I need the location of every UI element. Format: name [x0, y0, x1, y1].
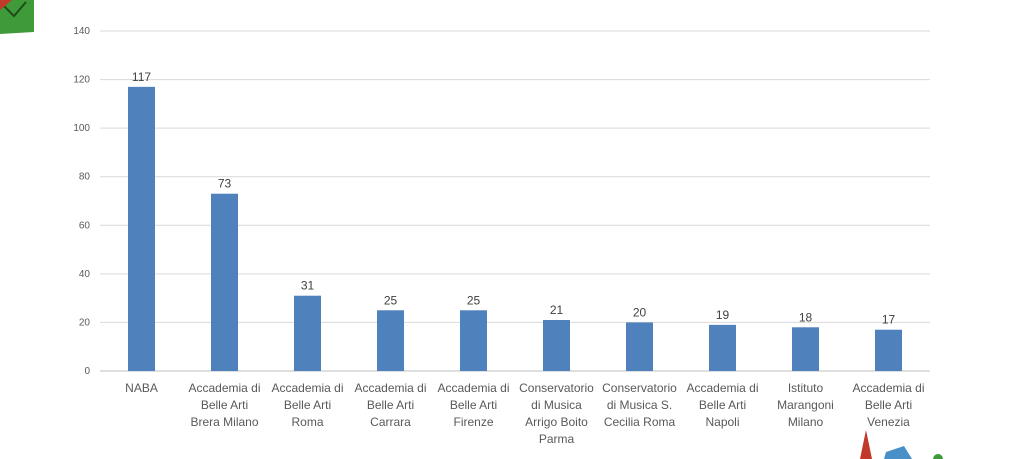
- bar: [460, 310, 487, 371]
- category-label-line: Istituto: [788, 381, 824, 395]
- category-label-line: Marangoni: [777, 398, 834, 412]
- category-label-line: di Musica: [531, 398, 582, 412]
- data-label: 31: [301, 279, 315, 293]
- category-label-line: Belle Arti: [367, 398, 414, 412]
- y-tick-label: 120: [73, 75, 90, 86]
- category-label: Accademia di Belle Arti Venezia: [852, 381, 924, 429]
- category-label-line: Belle Arti: [201, 398, 248, 412]
- category-label-line: Cecilia Roma: [604, 415, 676, 429]
- category-label-line: Accademia di: [437, 381, 509, 395]
- category-label-line: Belle Arti: [699, 398, 746, 412]
- category-label-line: Accademia di: [188, 381, 260, 395]
- y-tick-label: 60: [79, 220, 91, 231]
- category-label-line: Belle Arti: [450, 398, 497, 412]
- category-label-line: Conservatorio: [519, 381, 594, 395]
- data-label: 73: [218, 177, 232, 191]
- category-label-line: Milano: [788, 415, 824, 429]
- category-label-line: Carrara: [370, 415, 411, 429]
- category-label-line: Accademia di: [852, 381, 924, 395]
- y-tick-label: 80: [79, 172, 91, 183]
- data-label: 21: [550, 303, 564, 317]
- category-label-line: Arrigo Boito: [525, 415, 588, 429]
- data-label: 117: [132, 70, 151, 84]
- category-label-line: Accademia di: [686, 381, 758, 395]
- category-label: Accademia di Belle Arti Brera Milano: [188, 381, 260, 429]
- category-label: Istituto Marangoni Milano: [777, 381, 834, 429]
- y-tick-label: 0: [84, 366, 90, 377]
- category-label: Accademia di Belle Arti Roma: [271, 381, 343, 429]
- y-tick-label: 140: [73, 26, 90, 37]
- bar: [543, 320, 570, 371]
- category-label-line: di Musica S.: [607, 398, 672, 412]
- bar: [709, 324, 736, 371]
- gridlines: [100, 30, 930, 372]
- category-label-line: Accademia di: [354, 381, 426, 395]
- bar: [294, 295, 321, 371]
- category-label: Accademia di Belle Arti Firenze: [437, 381, 509, 429]
- category-label: Conservatorio di Musica S. Cecilia Roma: [602, 381, 677, 429]
- bar: [377, 310, 404, 371]
- bar: [128, 86, 155, 371]
- category-label-line: Brera Milano: [190, 415, 258, 429]
- category-label: Accademia di Belle Arti Napoli: [686, 381, 758, 429]
- data-label: 18: [799, 310, 813, 324]
- data-label: 25: [384, 293, 398, 307]
- category-label-line: Belle Arti: [284, 398, 331, 412]
- data-label: 25: [467, 293, 481, 307]
- data-labels: 117 73 31 25 25 21 20 19 18 17: [132, 70, 896, 327]
- decorative-shape-top-left: [0, 0, 34, 34]
- category-label-line: Conservatorio: [602, 381, 677, 395]
- category-label-line: Firenze: [453, 415, 493, 429]
- x-axis-categories: NABA Accademia di Belle Arti Brera MilanoAc…: [125, 381, 924, 446]
- data-label: 19: [716, 308, 730, 322]
- category-label-line: Parma: [539, 432, 575, 446]
- y-tick-label: 20: [79, 317, 91, 328]
- category-label-line: NABA: [125, 381, 158, 395]
- y-axis-ticks: 0 20 40 60 80 100 120 140: [73, 26, 90, 377]
- bar: [626, 322, 653, 371]
- bar: [875, 329, 902, 371]
- category-label: Conservatorio di Musica Arrigo Boito Parma: [519, 381, 594, 446]
- category-label-line: Venezia: [867, 415, 910, 429]
- y-tick-label: 100: [73, 123, 90, 134]
- category-label-line: Napoli: [705, 415, 739, 429]
- decorative-shape-bottom-right: [860, 430, 943, 459]
- category-label: Accademia di Belle Arti Carrara: [354, 381, 426, 429]
- category-label-line: Accademia di: [271, 381, 343, 395]
- data-label: 20: [633, 305, 647, 319]
- category-label-line: Belle Arti: [865, 398, 912, 412]
- bar: [211, 193, 238, 371]
- category-label: NABA: [125, 381, 158, 395]
- data-label: 17: [882, 313, 896, 327]
- category-label-line: Roma: [291, 415, 323, 429]
- bar: [792, 327, 819, 371]
- y-tick-label: 40: [79, 269, 91, 280]
- bars: [128, 86, 902, 371]
